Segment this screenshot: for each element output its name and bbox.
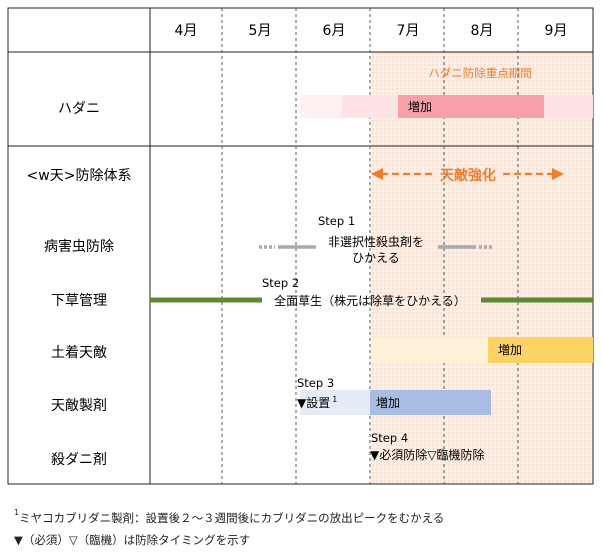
month-header-6: 6月	[323, 23, 346, 39]
enhance-arrowhead-right	[552, 168, 564, 180]
row-label-system: <w天>防除体系	[27, 168, 132, 184]
footnote-2: ▼（必須）▽（臨機）は防除タイミングを示す	[14, 532, 250, 548]
step2-title: Step 2	[262, 276, 299, 290]
step1-line2: ひかえる	[352, 251, 400, 265]
step1-line1: 非選択性殺虫剤を	[328, 234, 424, 249]
row-label-agent: 天敵製剤	[51, 398, 107, 414]
step2-text: 全面草生（株元は除草をひかえる）	[274, 293, 466, 308]
focus-period-label: ハダニ防除重点期間	[428, 66, 532, 80]
row-label-hadani: ハダニ	[58, 101, 100, 117]
footnote-2-text: ▼（必須）▽（臨機）は防除タイミングを示す	[14, 533, 251, 547]
step4-title: Step 4	[371, 431, 408, 445]
footnote-1: 1ミヤコカブリダニ製剤：設置後２～３週間後にカブリダニの放出ピークをむかえる	[14, 508, 445, 526]
enhance-arrowhead-left	[371, 168, 383, 180]
soil-increase-label: 増加	[498, 343, 522, 357]
month-header-8: 8月	[471, 23, 494, 39]
enhance-label: 天敵強化	[440, 167, 496, 184]
agent-bar-main	[370, 390, 491, 415]
row-label-pest: 病害虫防除	[44, 239, 114, 255]
month-header-9: 9月	[545, 23, 568, 39]
hadani-increase-label: 増加	[408, 100, 432, 114]
step1-title: Step 1	[318, 214, 355, 228]
step3-text: ▼設置 1	[297, 395, 337, 410]
footnote-1-marker: 1	[14, 508, 20, 518]
step3-title: Step 3	[297, 376, 334, 390]
row-label-acaricide: 殺ダニ剤	[51, 452, 107, 468]
month-header-4: 4月	[175, 23, 198, 39]
table-frame	[7, 7, 594, 485]
month-header-7: 7月	[397, 23, 420, 39]
soil-bar-main	[488, 337, 593, 363]
hadani-bar-main	[398, 95, 544, 118]
hadani-bar-tail	[544, 95, 593, 118]
agent-bar-light	[300, 390, 370, 415]
row-label-soil: 土着天敵	[51, 345, 107, 361]
row-label-weed: 下草管理	[51, 293, 107, 309]
agent-increase-label: 増加	[376, 396, 400, 410]
month-header-5: 5月	[249, 23, 272, 39]
step3-sup: 1	[332, 395, 337, 404]
pest-control-schedule-diagram: 4月 5月 6月 7月 8月 9月 ハダニ <w天>防除体系 病害虫防除 下草管…	[7, 7, 594, 485]
step4-text: ▼必須防除▽臨機防除	[370, 447, 484, 462]
footnote-1-text: ミヤコカブリダニ製剤：設置後２～３週間後にカブリダニの放出ピークをむかえる	[19, 511, 445, 525]
